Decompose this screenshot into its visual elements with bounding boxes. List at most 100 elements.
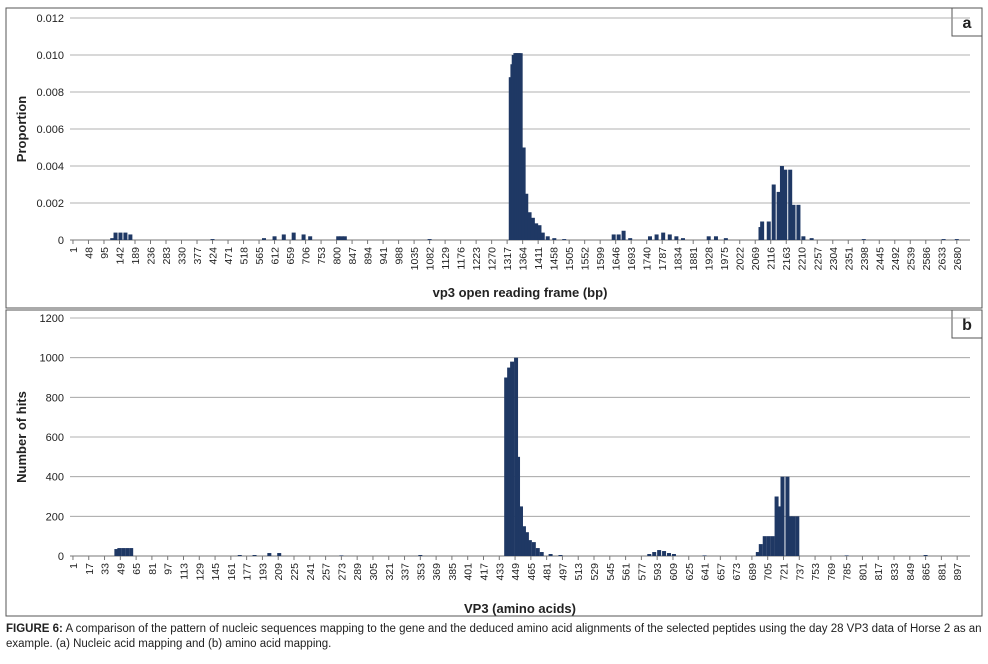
x-tick-label: 657: [715, 563, 727, 581]
panel-label-box: [951, 7, 983, 37]
panel-frame: [5, 309, 983, 617]
x-tick-label: 17: [84, 563, 96, 575]
bar: [796, 204, 801, 240]
x-tick-label: 513: [573, 563, 585, 581]
bar: [514, 357, 519, 556]
bar: [674, 236, 679, 240]
bar: [277, 553, 282, 556]
bar: [504, 377, 509, 556]
x-tick-label: 417: [478, 563, 490, 581]
bar: [647, 236, 652, 240]
x-tick-label: 1317: [502, 247, 514, 271]
x-tick-label: 673: [731, 563, 743, 581]
x-tick-label: 1364: [518, 247, 530, 271]
x-tick-label: 2492: [890, 247, 902, 271]
bar: [121, 548, 126, 556]
x-tick-label: 2116: [766, 247, 778, 270]
x-tick-label: 817: [873, 563, 885, 581]
bar: [654, 234, 659, 240]
x-tick-label: 529: [589, 563, 601, 581]
bar: [342, 236, 347, 240]
x-tick-label: 2163: [781, 247, 793, 271]
x-tick-label: 941: [378, 247, 390, 265]
bar: [110, 238, 115, 240]
x-tick-label: 565: [254, 247, 266, 265]
bar: [518, 506, 523, 556]
x-tick-label: 753: [316, 247, 328, 265]
x-tick-label: 449: [510, 563, 522, 581]
x-tick-label: 865: [921, 563, 933, 581]
x-tick-label: 353: [415, 563, 427, 581]
bar: [339, 555, 344, 556]
x-tick-label: 33: [100, 563, 112, 575]
x-tick-label: 1646: [611, 247, 623, 271]
bar: [780, 476, 785, 556]
x-tick-label: 465: [526, 563, 538, 581]
x-tick-label: 241: [305, 563, 317, 581]
x-tick-label: 2069: [750, 247, 762, 271]
bar: [530, 217, 535, 240]
bar: [552, 238, 557, 240]
bar: [336, 236, 341, 240]
x-tick-label: 1881: [688, 247, 700, 271]
x-tick-label: 894: [363, 247, 375, 265]
y-tick-label: 0.004: [36, 161, 64, 173]
y-axis-label: Proportion: [14, 96, 29, 162]
x-tick-label: 321: [384, 563, 396, 581]
bar: [771, 184, 776, 240]
bar: [702, 555, 707, 556]
bar: [954, 239, 959, 240]
x-tick-label: 1834: [673, 247, 685, 271]
x-tick-label: 330: [177, 247, 189, 265]
bar: [128, 234, 133, 240]
bar: [537, 225, 542, 240]
bar: [801, 236, 806, 240]
bar: [113, 232, 118, 240]
y-tick-label: 200: [46, 511, 64, 523]
bar: [261, 238, 266, 240]
bar: [788, 169, 793, 240]
x-tick-label: 1928: [704, 247, 716, 271]
bar: [791, 516, 796, 556]
x-tick-label: 129: [194, 563, 206, 581]
x-tick-label: 847: [347, 247, 359, 265]
panel-frame: [5, 7, 983, 309]
bar: [535, 548, 540, 556]
x-tick-label: 2210: [797, 247, 809, 271]
x-tick-label: 424: [208, 247, 220, 265]
bar: [117, 548, 122, 556]
y-tick-label: 0.006: [36, 124, 64, 136]
x-tick-label: 1270: [487, 247, 499, 271]
x-tick-label: 2398: [859, 247, 871, 271]
x-tick-label: 849: [905, 563, 917, 581]
y-tick-label: 400: [46, 472, 64, 484]
bar: [667, 234, 672, 240]
x-tick-label: 545: [605, 563, 617, 581]
bar: [521, 147, 526, 240]
bar: [210, 239, 215, 240]
bar: [118, 232, 123, 240]
x-tick-label: 337: [400, 563, 412, 581]
caption: FIGURE 6: A comparison of the pattern of…: [6, 622, 982, 652]
x-tick-label: 753: [810, 563, 822, 581]
bar: [129, 548, 134, 556]
x-tick-label: 1: [68, 247, 80, 253]
y-tick-label: 1200: [40, 313, 64, 325]
x-tick-label: 1599: [595, 247, 607, 271]
y-tick-label: 0.012: [36, 13, 64, 25]
bar: [783, 169, 788, 240]
x-tick-label: 236: [145, 247, 157, 265]
x-tick-label: 659: [285, 247, 297, 265]
bar: [518, 53, 523, 241]
x-tick-label: 433: [494, 563, 506, 581]
x-tick-label: 1176: [456, 247, 468, 270]
x-tick-label: 801: [857, 563, 869, 581]
bar: [657, 550, 662, 556]
x-tick-label: 273: [336, 563, 348, 581]
y-tick-label: 0.008: [36, 87, 64, 99]
x-tick-label: 609: [668, 563, 680, 581]
bar: [788, 516, 793, 556]
x-tick-label: 1: [68, 563, 80, 569]
y-tick-label: 0.010: [36, 50, 64, 62]
